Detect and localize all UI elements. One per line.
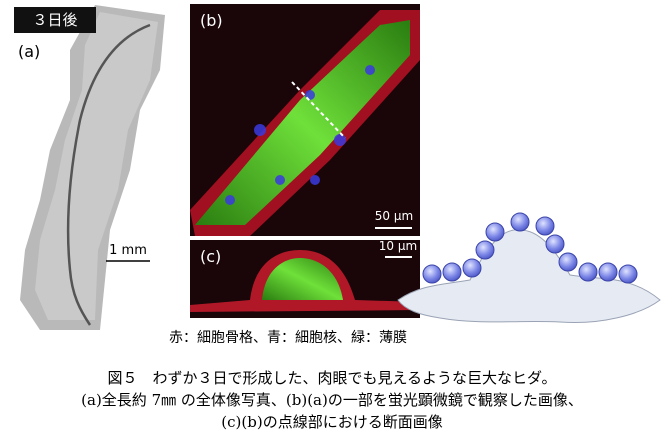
badge-box [14, 7, 96, 33]
scale-label: 50 μm [375, 209, 413, 223]
scale-label: 1 mm [109, 243, 147, 258]
legend: 赤：細胞骨格、青：細胞核、緑：薄膜 [169, 330, 407, 346]
film-green [195, 20, 410, 225]
illustration [397, 212, 661, 324]
panel-a-image [20, 5, 165, 330]
caption-line: 図５ わずか３日で形成した、肉眼でも見えるような巨大なヒダ。 [107, 369, 556, 387]
scale-label: 10 μm [379, 239, 417, 253]
panel-label: (c) [200, 247, 221, 266]
caption-line: (a)全長約 7㎜ の全体像写真、(b)(a)の一部を蛍光顕微鏡で観察した画像、 [81, 391, 583, 409]
cross-green [262, 258, 343, 300]
panel-label: (a) [18, 42, 40, 61]
badge-text: ３日後 [32, 11, 77, 29]
cut-line [291, 81, 346, 139]
panel-label: (b) [200, 11, 223, 30]
caption-line: (c)(b)の点線部における断面画像 [221, 413, 442, 431]
